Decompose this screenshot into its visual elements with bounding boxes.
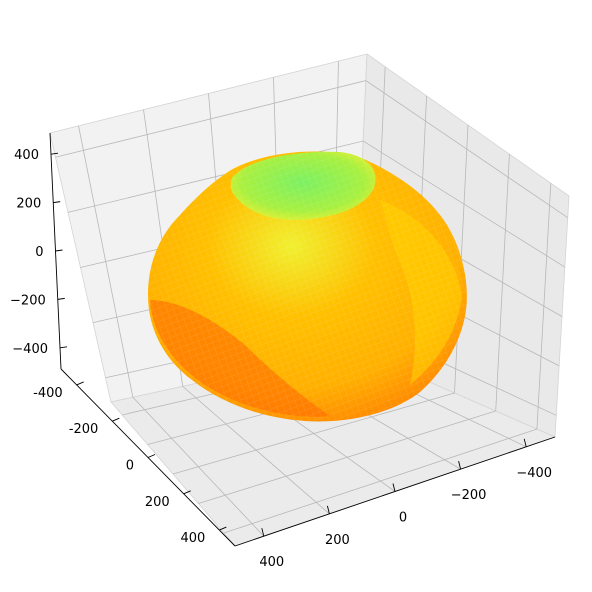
- z-tick-label: −200: [10, 293, 46, 308]
- x-tick-label: 0: [399, 511, 407, 526]
- x-tick-label: −200: [451, 488, 487, 503]
- x-tick: [523, 438, 527, 447]
- z-tick-label: 0: [35, 245, 43, 260]
- z-tick: [50, 152, 59, 155]
- x-tick-label: 200: [325, 533, 350, 548]
- x-tick: [458, 461, 462, 470]
- y-tick-label: -400: [33, 386, 63, 401]
- y-tick: [147, 454, 156, 458]
- blob-mesh-texture: [148, 151, 467, 422]
- surface-mesh: [148, 151, 467, 422]
- x-tick: [261, 528, 265, 537]
- y-tick-label: 200: [145, 495, 170, 510]
- x-tick: [392, 483, 396, 492]
- grid-line: [198, 410, 496, 504]
- grid-line: [223, 428, 538, 534]
- tick-marks: [50, 152, 527, 537]
- tick-labels: 400 200 0 −200 −400 -400 -200 0 200 400 400 200 0 −20…: [10, 148, 552, 570]
- y-tick: [112, 417, 120, 422]
- y-tick: [76, 381, 84, 386]
- z-tick-label: 200: [16, 197, 41, 212]
- x-tick-label: 400: [259, 555, 284, 570]
- z-tick: [55, 249, 63, 252]
- z-tick-label: −400: [12, 342, 48, 357]
- y-tick: [183, 490, 191, 495]
- y-tick-label: 0: [126, 459, 134, 474]
- z-tick: [57, 297, 65, 300]
- grid-line: [67, 140, 566, 268]
- y-tick: [219, 526, 227, 531]
- x-tick-label: −400: [516, 466, 552, 481]
- y-tick-label: -200: [69, 422, 99, 437]
- y-tick-label: 400: [181, 531, 206, 546]
- z-tick-label: 400: [14, 148, 39, 163]
- z-tick: [53, 201, 61, 204]
- grid-line: [55, 80, 568, 219]
- x-tick: [326, 505, 330, 514]
- z-tick: [59, 346, 68, 349]
- grid-line: [172, 392, 455, 475]
